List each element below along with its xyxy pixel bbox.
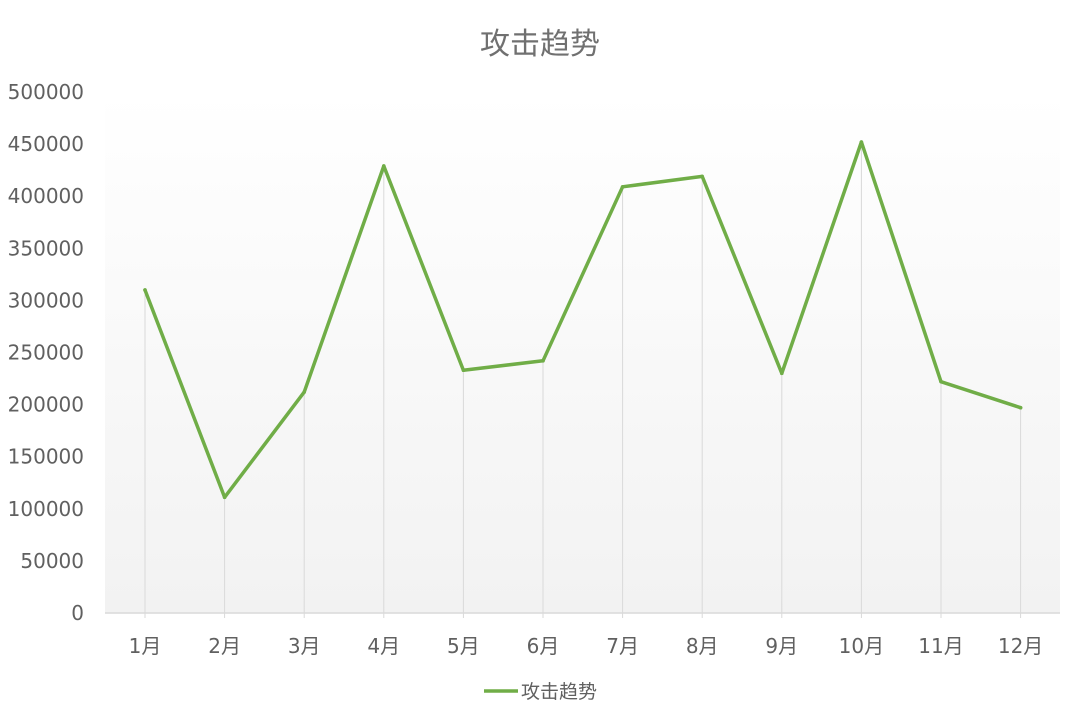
data-point [780, 371, 784, 376]
x-tick-label: 8月 [686, 634, 719, 658]
y-tick-label: 350000 [8, 236, 84, 260]
x-axis-ticks: 1月 2月 3月 4月 5月 6月 7月 8月 9月 10月 11月 12月 [129, 613, 1043, 658]
data-point [461, 368, 466, 373]
data-point [859, 140, 864, 144]
x-tick-label: 9月 [765, 634, 798, 658]
x-tick-label: 1月 [129, 634, 162, 658]
y-tick-label: 200000 [8, 393, 84, 417]
x-tick-label: 6月 [527, 634, 560, 658]
data-point [382, 164, 386, 168]
data-point [222, 495, 227, 500]
y-tick-label: 250000 [8, 341, 84, 365]
data-point [700, 174, 704, 179]
data-point [1018, 405, 1023, 410]
drop-lines [144, 142, 1022, 613]
legend: 攻击趋势 [484, 681, 597, 703]
x-tick-label: 4月 [367, 634, 400, 658]
y-axis-ticks: 0 50000 100000 150000 200000 250000 300000 3500… [8, 80, 84, 625]
data-point [302, 390, 307, 394]
x-tick-label: 5月 [447, 634, 480, 658]
y-tick-label: 450000 [8, 132, 84, 156]
x-tick-label: 2月 [208, 634, 241, 658]
x-tick-label: 11月 [918, 634, 963, 658]
y-tick-label: 150000 [8, 445, 84, 469]
chart-title: 攻击趋势 [480, 27, 600, 62]
x-tick-label: 10月 [839, 634, 884, 658]
plot-area [105, 92, 1060, 613]
x-tick-label: 7月 [606, 634, 639, 658]
series-line [143, 140, 1023, 500]
data-point [143, 288, 147, 292]
legend-label: 攻击趋势 [521, 681, 597, 703]
series-layer [143, 140, 1023, 500]
x-tick-label: 3月 [288, 634, 321, 658]
y-tick-label: 400000 [8, 184, 84, 208]
y-tick-label: 100000 [8, 497, 84, 521]
y-tick-label: 500000 [8, 80, 84, 104]
y-tick-label: 300000 [8, 288, 84, 312]
data-point [541, 359, 545, 363]
data-point [939, 379, 943, 384]
x-tick-label: 12月 [998, 634, 1043, 658]
data-point [620, 185, 625, 189]
y-tick-label: 0 [71, 601, 84, 625]
y-tick-label: 50000 [20, 549, 84, 573]
